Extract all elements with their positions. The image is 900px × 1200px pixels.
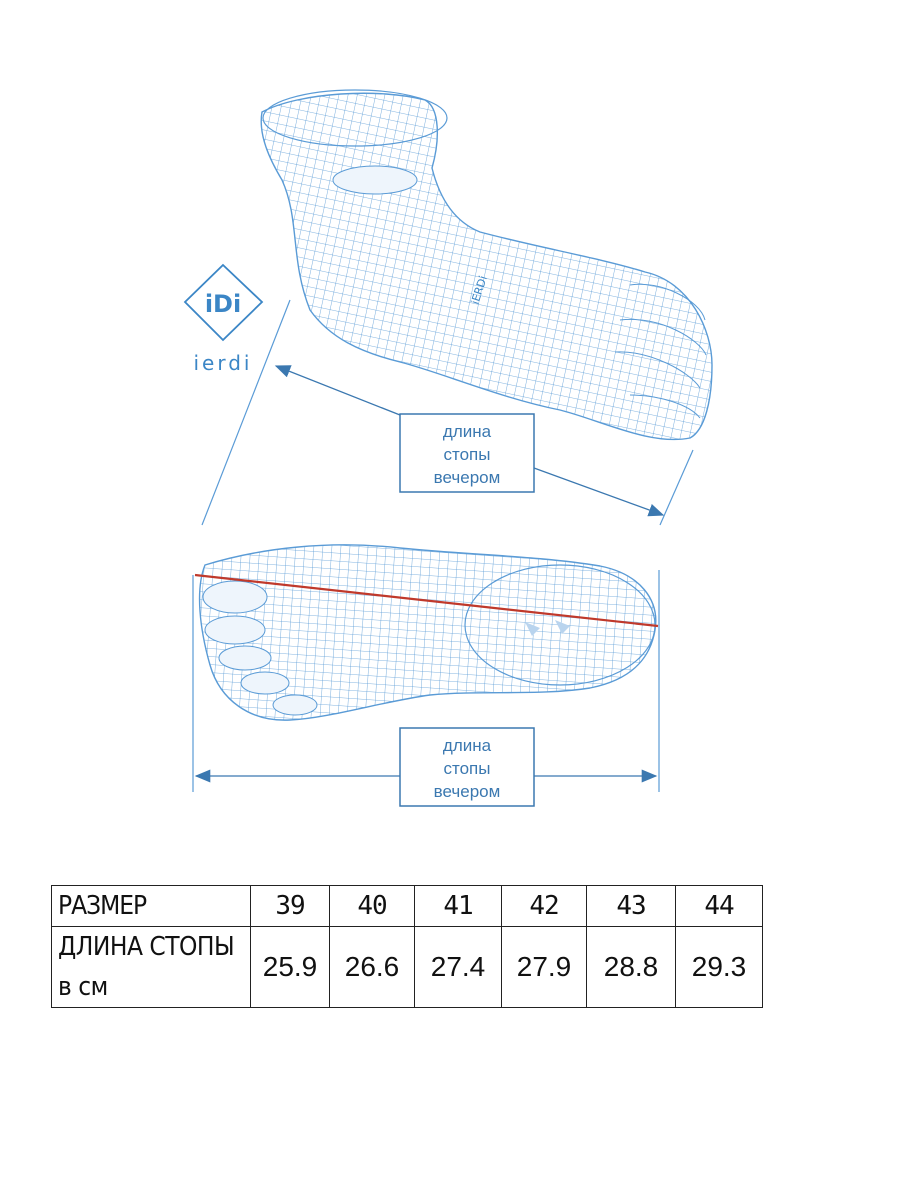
- bottom-label-line1: длина: [443, 736, 492, 755]
- length-row-label: ДЛИНА СТОПЫ в см: [51, 926, 251, 1008]
- top-extension-right: [659, 449, 694, 526]
- sole-measure-line: [194, 573, 659, 628]
- length-row-label-line1: ДЛИНА СТОПЫ: [58, 932, 235, 962]
- foot-measurement-illustration: iDi ierdi iERDi длина стопы вечером: [183, 89, 713, 807]
- size-cell: 39: [250, 885, 330, 927]
- size-header-label: РАЗМЕР: [51, 885, 251, 927]
- bottom-measure-label: длина стопы вечером: [399, 727, 535, 807]
- logo-mark: iDi: [205, 290, 241, 318]
- length-cell: 29.3: [675, 926, 763, 1008]
- size-cell: 44: [675, 885, 763, 927]
- brand-logo: iDi ierdi: [183, 263, 264, 375]
- foot-sole-view-icon: [198, 544, 657, 721]
- length-cell: 28.8: [586, 926, 676, 1008]
- size-cell: 41: [414, 885, 502, 927]
- size-cell: 43: [586, 885, 676, 927]
- length-cell: 26.6: [329, 926, 415, 1008]
- logo-wordmark: ierdi: [194, 351, 253, 375]
- length-cell: 27.4: [414, 926, 502, 1008]
- length-cell: 25.9: [250, 926, 330, 1008]
- bottom-label-line3: вечером: [434, 782, 501, 801]
- foot-side-view-icon: iERDi: [260, 89, 713, 441]
- top-label-line1: длина: [443, 422, 492, 441]
- top-label-line2: стопы: [444, 445, 491, 464]
- size-chart-table: РАЗМЕР 39 40 41 42 43 44 ДЛИНА СТОПЫ в с…: [51, 885, 763, 1008]
- bottom-label-line2: стопы: [444, 759, 491, 778]
- length-row: ДЛИНА СТОПЫ в см 25.9 26.6 27.4 27.9 28.…: [51, 926, 763, 1008]
- size-cell: 40: [329, 885, 415, 927]
- top-extension-left: [201, 299, 291, 526]
- top-dimension-arrow-right: [533, 467, 665, 517]
- size-row: РАЗМЕР 39 40 41 42 43 44: [51, 885, 763, 927]
- length-row-label-line2: в см: [58, 972, 108, 1002]
- top-label-line3: вечером: [434, 468, 501, 487]
- top-dimension-arrow-left: [274, 365, 401, 416]
- size-cell: 42: [501, 885, 587, 927]
- top-measure-label: длина стопы вечером: [399, 413, 535, 493]
- length-cell: 27.9: [501, 926, 587, 1008]
- logo-diamond-icon: [183, 263, 264, 342]
